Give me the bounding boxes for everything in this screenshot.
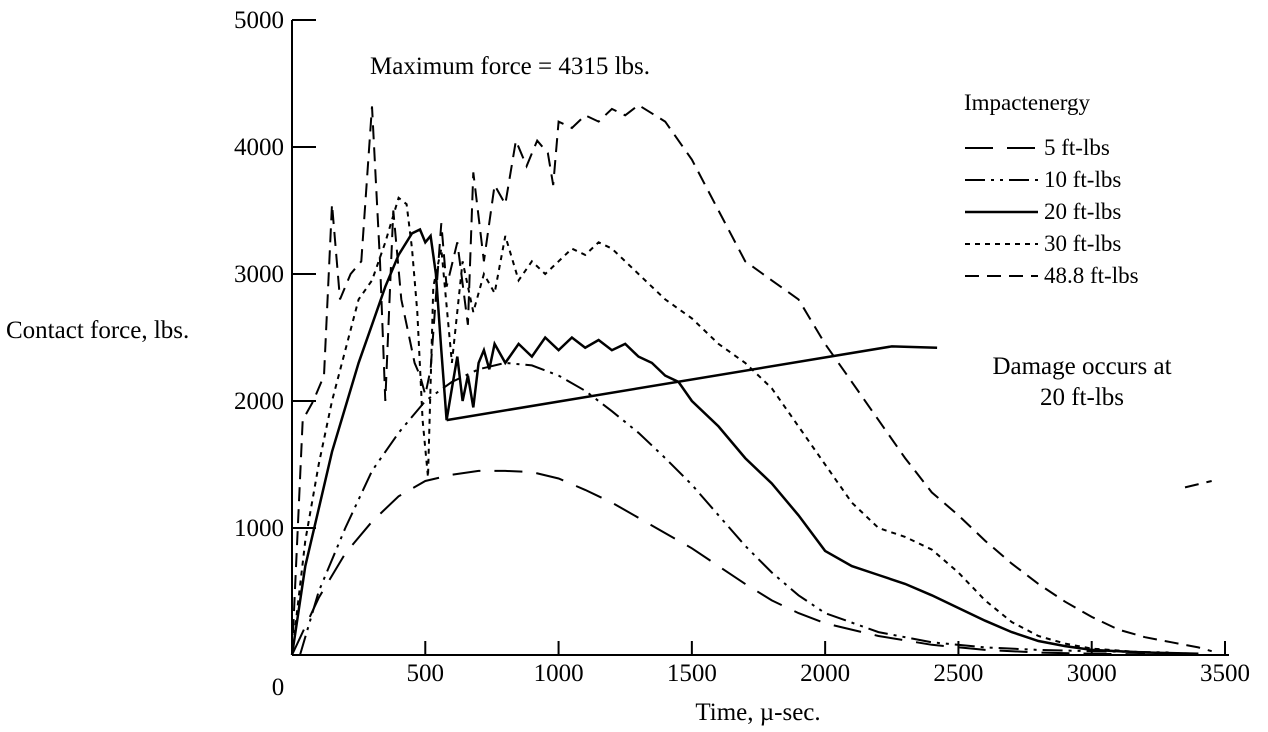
y-axis-label: Contact force, lbs. <box>6 317 189 344</box>
series-line-1 <box>291 469 1146 656</box>
legend-label-4: 30 ft-lbs <box>1044 231 1121 256</box>
x-tick-label: 1500 <box>667 660 717 687</box>
x-tick-label: 1000 <box>534 660 584 687</box>
series-line-5 <box>291 103 1212 656</box>
stray-mark <box>1184 480 1212 489</box>
ticks: 0 500 1000 1500 2000 2500 3000 3500 1000 2000 3000… <box>234 7 1250 701</box>
series-line-2 <box>299 361 1172 656</box>
damage-annotation-line2: 20 ft-lbs <box>1040 384 1124 411</box>
damage-annotation-line1: Damage occurs at <box>992 353 1171 380</box>
x-tick-label: 3500 <box>1200 660 1250 687</box>
y-tick-label: 4000 <box>234 134 284 161</box>
legend-label-2: 10 ft-lbs <box>1044 167 1121 192</box>
series-line-4 <box>291 196 1199 656</box>
x-tick-label: 2000 <box>800 660 850 687</box>
legend-label-3: 20 ft-lbs <box>1044 199 1121 224</box>
y-tick-label: 1000 <box>234 515 284 542</box>
axes <box>291 20 1229 656</box>
legend: Impactenergy 5 ft-lbs 10 ft-lbs 20 ft-lbs 3… <box>964 90 1139 288</box>
x-tick-label: 0 <box>272 674 285 701</box>
legend-label-5: 48.8 ft-lbs <box>1044 263 1139 288</box>
series-line-3 <box>290 227 1199 656</box>
series-lines <box>290 103 1212 656</box>
x-tick-label: 2500 <box>933 660 983 687</box>
x-tick-label: 500 <box>407 660 445 687</box>
x-axis-label: Time, µ-sec. <box>695 699 820 726</box>
y-tick-label: 5000 <box>234 7 284 34</box>
x-tick-label: 3000 <box>1067 660 1117 687</box>
y-tick-label: 2000 <box>234 388 284 415</box>
annotations: Maximum force = 4315 lbs. Damage occurs … <box>370 53 1172 422</box>
legend-title: Impactenergy <box>964 90 1091 115</box>
damage-pointer-line <box>446 345 938 422</box>
legend-label-1: 5 ft-lbs <box>1044 135 1110 160</box>
y-tick-label: 3000 <box>234 261 284 288</box>
max-force-annotation: Maximum force = 4315 lbs. <box>370 53 650 80</box>
